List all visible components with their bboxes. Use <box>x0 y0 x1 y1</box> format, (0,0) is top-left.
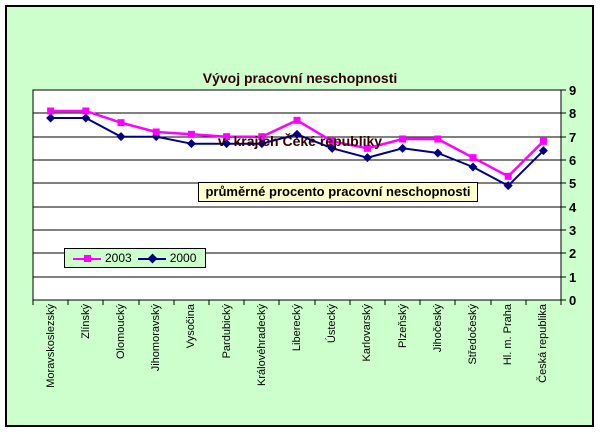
chart-title: Vývoj pracovní neschopnosti v krajích Če… <box>0 26 600 194</box>
data-point-2003-10 <box>399 135 407 143</box>
legend-label-2000: 2000 <box>169 251 197 265</box>
square-marker-icon <box>84 254 91 262</box>
data-point-2000-14 <box>538 146 548 156</box>
chart-title-line-2: v krajích Čeké republiky <box>217 133 383 149</box>
x-axis-label: Pardubický <box>220 304 233 359</box>
data-point-2003-1 <box>82 107 90 115</box>
chart-title-line-1: Vývoj pracovní neschopnosti <box>202 70 398 86</box>
data-point-2000-9 <box>362 153 372 163</box>
y-axis-label: 4 <box>569 200 577 215</box>
data-point-2000-2 <box>116 132 126 142</box>
data-point-2003-2 <box>117 119 125 127</box>
x-axis-label: Liberecký <box>291 304 303 352</box>
y-axis-label: 0 <box>569 293 577 308</box>
data-point-2003-11 <box>434 135 442 143</box>
data-point-2003-9 <box>363 144 371 152</box>
y-axis-label: 1 <box>569 270 577 285</box>
y-axis-label: 2 <box>569 246 577 261</box>
data-point-2000-1 <box>81 113 91 123</box>
legend-box: 2003 2000 <box>64 248 206 268</box>
y-axis-label: 8 <box>569 106 577 121</box>
y-axis-label: 5 <box>569 176 577 191</box>
data-point-2003-3 <box>152 128 160 136</box>
legend-item-2003: 2003 <box>73 249 132 267</box>
data-point-2003-5 <box>223 133 231 141</box>
data-point-2000-4 <box>186 139 196 149</box>
data-point-2000-13 <box>503 181 513 191</box>
legend-label-2003: 2003 <box>105 251 132 265</box>
legend-sample-2000 <box>137 253 166 263</box>
x-axis-label: Moravskoslezský <box>44 304 57 388</box>
x-axis-label: Jihočeský <box>431 304 444 353</box>
data-point-2000-7 <box>292 129 302 139</box>
data-point-2000-11 <box>433 148 443 158</box>
legend-item-2000: 2000 <box>137 249 197 267</box>
data-point-2003-12 <box>469 154 477 162</box>
data-point-2000-10 <box>398 143 408 153</box>
x-axis-label: Olomoucký <box>115 304 127 360</box>
data-point-2000-6 <box>257 139 267 149</box>
data-point-2000-0 <box>46 113 56 123</box>
data-point-2003-13 <box>504 172 512 180</box>
data-point-2003-4 <box>187 130 195 138</box>
x-axis-label: Hl. m. Praha <box>502 304 515 366</box>
x-axis-label: Zlínský <box>79 304 92 339</box>
data-point-2003-6 <box>258 133 266 141</box>
data-point-2003-7 <box>293 116 301 124</box>
diamond-marker-icon <box>147 253 158 263</box>
data-point-2000-5 <box>222 139 232 149</box>
y-axis-label: 7 <box>569 130 577 145</box>
x-axis-label: Jihomoravský <box>150 304 163 372</box>
x-axis-label: Česká republika <box>537 304 550 383</box>
data-point-2003-0 <box>47 107 55 115</box>
x-axis-label: Vysočina <box>185 304 198 349</box>
x-axis-label: Královéhradecký <box>255 304 268 386</box>
y-axis-label: 9 <box>569 83 577 98</box>
x-axis-label: Karlovarský <box>361 304 374 362</box>
data-point-2000-12 <box>468 162 478 172</box>
x-axis-label: Středočeský <box>467 304 479 365</box>
y-axis-label: 3 <box>569 223 577 238</box>
data-point-2000-8 <box>327 143 337 153</box>
x-axis-label: Plzeňský <box>396 304 409 349</box>
data-point-2003-14 <box>539 137 547 145</box>
legend-sample-2003 <box>73 254 101 263</box>
y-axis-label: 6 <box>569 153 577 168</box>
x-axis-label: Ústecký <box>326 304 339 344</box>
annotation-box: průměrné procento pracovní neschopnosti <box>198 182 478 202</box>
data-point-2003-8 <box>328 137 336 145</box>
